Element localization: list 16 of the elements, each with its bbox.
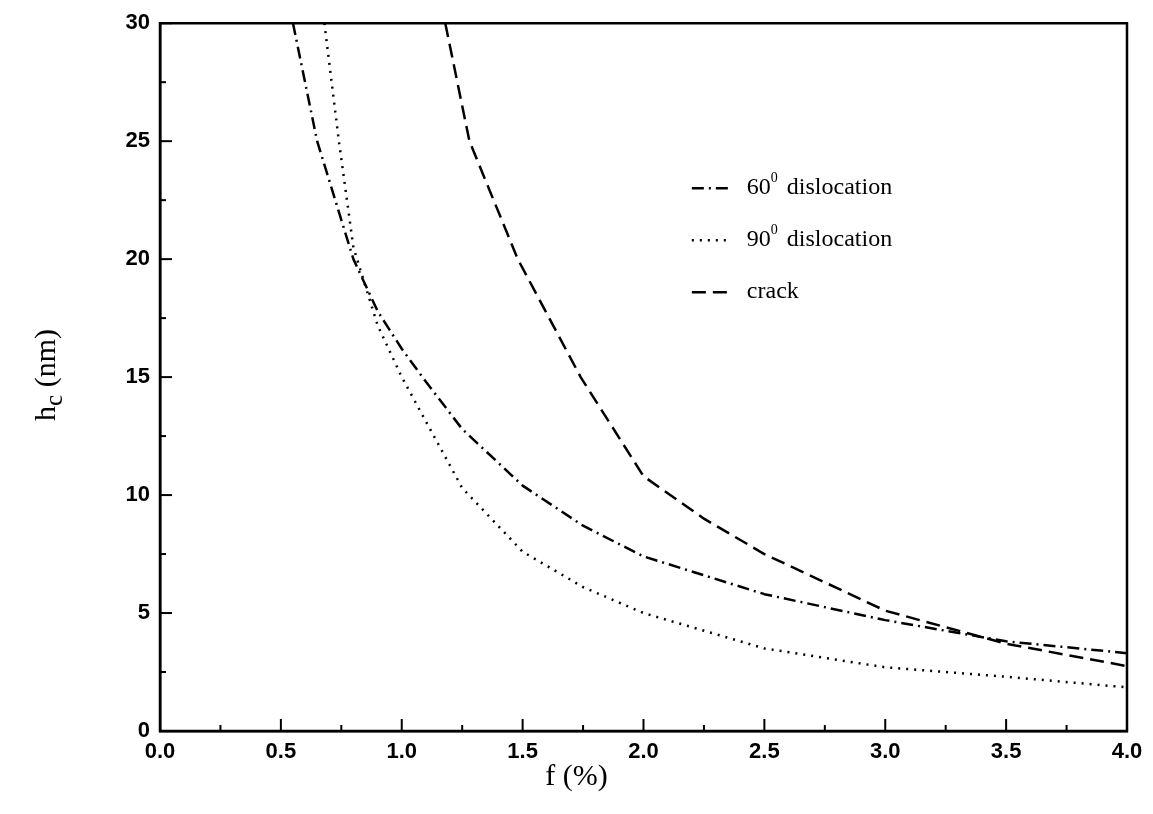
x-tick-label: 3.5 — [990, 738, 1022, 764]
y-tick-label: 30 — [125, 9, 150, 35]
x-tick-label: 2.5 — [749, 738, 780, 764]
y-tick-label: 10 — [125, 481, 150, 507]
x-tick-label: 1.0 — [386, 738, 418, 764]
x-axis-title: f (%) — [545, 758, 608, 791]
x-tick-label: 2.0 — [628, 738, 659, 764]
y-tick-label: 25 — [125, 127, 150, 153]
x-tick-label: 3.0 — [869, 738, 901, 764]
y-tick-label: 5 — [137, 599, 150, 625]
x-tick-label: 1.5 — [507, 738, 538, 764]
x-tick-label: 0.5 — [265, 738, 297, 764]
y-tick-label: 15 — [125, 363, 150, 389]
legend-label: crack — [746, 277, 799, 304]
y-tick-label: 20 — [125, 245, 150, 271]
x-tick-label: 4.0 — [1111, 738, 1143, 764]
